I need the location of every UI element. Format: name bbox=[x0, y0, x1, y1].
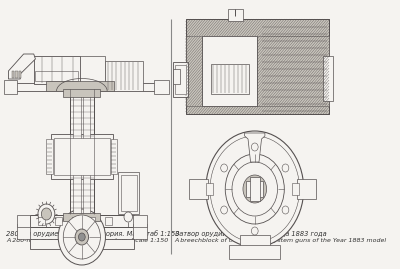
Bar bbox=[121, 175, 137, 211]
Bar bbox=[63, 213, 100, 221]
Bar bbox=[30, 239, 134, 249]
Bar bbox=[30, 215, 134, 227]
Circle shape bbox=[210, 136, 300, 242]
Bar bbox=[54, 138, 110, 175]
Circle shape bbox=[221, 164, 228, 172]
Text: A breechblock of the Hontoria system guns of the Year 1883 model: A breechblock of the Hontoria system gun… bbox=[175, 238, 387, 243]
Bar bbox=[4, 80, 17, 94]
Circle shape bbox=[282, 206, 289, 214]
Bar bbox=[186, 19, 329, 114]
Bar bbox=[133, 215, 147, 227]
Bar bbox=[15, 71, 18, 78]
Bar bbox=[34, 56, 80, 84]
Bar bbox=[173, 62, 188, 97]
Bar bbox=[110, 139, 117, 174]
Bar bbox=[206, 183, 212, 195]
Bar bbox=[186, 19, 329, 114]
Bar bbox=[250, 177, 260, 201]
Circle shape bbox=[206, 131, 304, 247]
Circle shape bbox=[63, 215, 100, 259]
Circle shape bbox=[124, 212, 132, 222]
Bar bbox=[189, 179, 208, 199]
Bar bbox=[80, 56, 106, 84]
Circle shape bbox=[41, 208, 52, 220]
Bar bbox=[46, 81, 114, 91]
Bar bbox=[257, 36, 329, 106]
Bar bbox=[8, 83, 159, 91]
Bar bbox=[70, 89, 94, 219]
Bar bbox=[17, 224, 30, 239]
Bar bbox=[83, 91, 90, 217]
Bar bbox=[211, 64, 249, 94]
Bar bbox=[186, 36, 202, 106]
Bar bbox=[88, 217, 95, 225]
Bar bbox=[297, 179, 316, 199]
Circle shape bbox=[243, 175, 266, 203]
Circle shape bbox=[252, 143, 258, 151]
Bar bbox=[173, 69, 180, 84]
Bar bbox=[323, 56, 333, 101]
Bar bbox=[46, 139, 53, 174]
Circle shape bbox=[252, 227, 258, 235]
Bar bbox=[230, 245, 280, 259]
Bar bbox=[228, 9, 243, 21]
Circle shape bbox=[225, 154, 284, 224]
Bar bbox=[18, 71, 21, 78]
Circle shape bbox=[38, 204, 55, 224]
Bar bbox=[51, 134, 113, 179]
Bar bbox=[17, 215, 30, 227]
Text: A 280-mm gun of the Hontoria system. Scale 1:150: A 280-mm gun of the Hontoria system. Sca… bbox=[6, 238, 168, 243]
Bar bbox=[202, 36, 257, 106]
Bar bbox=[63, 89, 100, 97]
Bar bbox=[118, 172, 139, 214]
Circle shape bbox=[221, 206, 228, 214]
Bar bbox=[240, 235, 270, 247]
Bar bbox=[292, 183, 299, 195]
Bar bbox=[106, 61, 144, 91]
Bar bbox=[38, 217, 45, 225]
Bar bbox=[154, 80, 169, 94]
Circle shape bbox=[58, 209, 106, 265]
Circle shape bbox=[282, 164, 289, 172]
Bar bbox=[4, 19, 169, 251]
Text: 280-мм орудие системы Онтория. Масштаб 1:150: 280-мм орудие системы Онтория. Масштаб 1… bbox=[6, 230, 180, 237]
Bar bbox=[73, 91, 81, 217]
Bar bbox=[72, 217, 78, 225]
Polygon shape bbox=[245, 133, 265, 162]
Circle shape bbox=[75, 229, 88, 245]
Circle shape bbox=[78, 233, 85, 241]
Circle shape bbox=[232, 162, 278, 216]
Bar bbox=[12, 71, 14, 78]
Bar bbox=[246, 181, 263, 197]
Bar bbox=[106, 217, 112, 225]
Bar bbox=[190, 36, 262, 106]
Text: Затвор орудий Онтория образца 1883 года: Затвор орудий Онтория образца 1883 года bbox=[175, 230, 326, 237]
Bar bbox=[55, 217, 62, 225]
Circle shape bbox=[248, 181, 262, 197]
Polygon shape bbox=[8, 54, 36, 79]
Bar bbox=[173, 19, 335, 139]
Bar bbox=[36, 71, 78, 81]
Bar bbox=[176, 65, 186, 94]
Bar bbox=[133, 224, 147, 239]
